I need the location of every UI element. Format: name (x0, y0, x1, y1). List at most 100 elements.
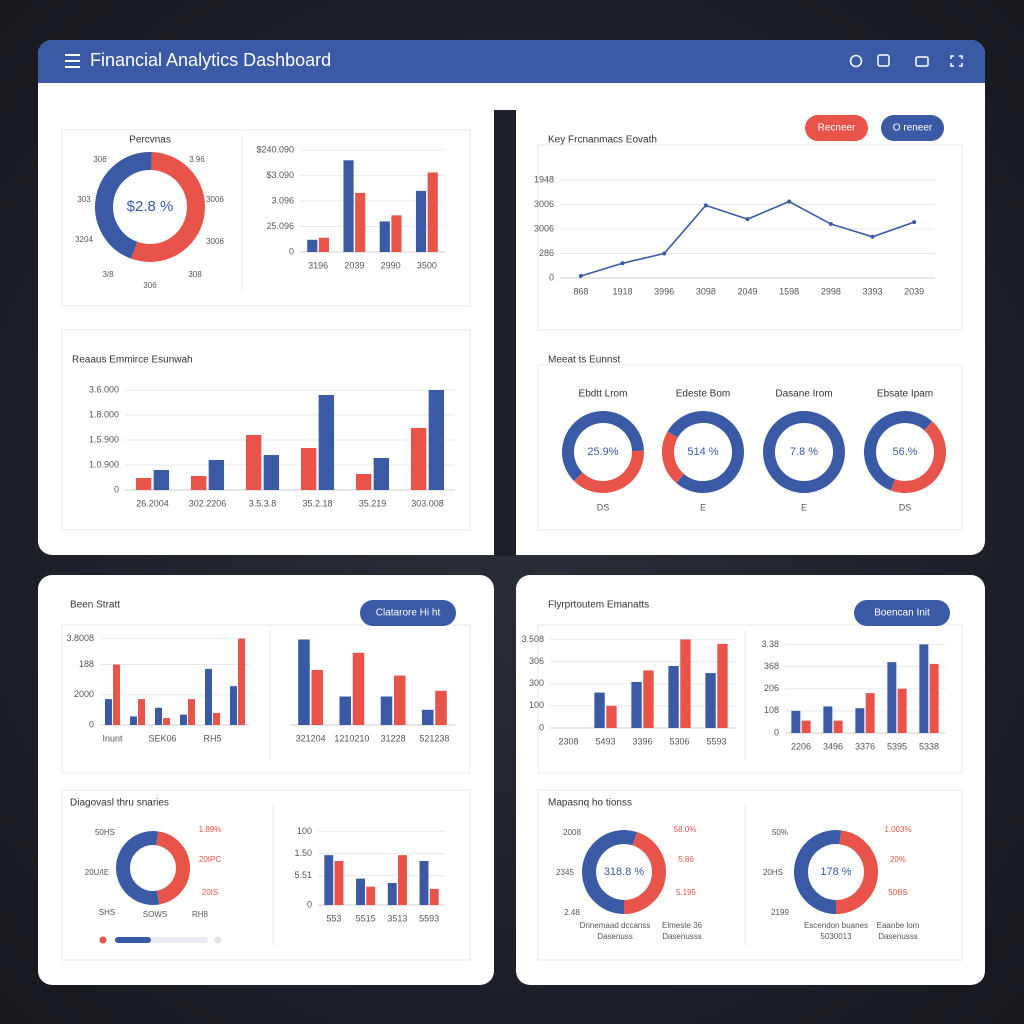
y-tick-label: 0 (774, 727, 779, 737)
y-tick-label: 0 (114, 484, 119, 494)
bar (188, 699, 196, 725)
donut-label: Dasenusss (878, 932, 918, 941)
y-tick-label: 0 (549, 272, 554, 282)
donut-center: 318.8 % (604, 866, 645, 878)
bar (865, 693, 875, 733)
bar (833, 720, 843, 733)
donut-label: Escendon buanes (804, 921, 868, 930)
donut-center: 25.9% (587, 446, 618, 458)
menu-icon[interactable] (65, 54, 80, 68)
bar (153, 470, 170, 490)
donut-label: 20HS (763, 868, 783, 877)
bar (208, 460, 225, 490)
bar (318, 237, 330, 252)
donut-center: 56.% (892, 446, 917, 458)
y-tick-label: 0 (539, 722, 544, 732)
section-title: Meeat ts Eunnst (548, 355, 620, 366)
donut-label: Elmeste 36 (662, 921, 703, 930)
line-point (870, 234, 875, 239)
bar (213, 712, 221, 725)
calendar-icon[interactable] (915, 56, 929, 67)
button[interactable] (854, 600, 950, 626)
bar (380, 696, 393, 725)
bar (791, 710, 801, 733)
bar (373, 458, 390, 490)
line-point (662, 251, 667, 256)
button-label[interactable]: Recneer (818, 123, 856, 134)
donut-segment (890, 421, 946, 493)
y-tick-label: 5.51 (294, 870, 312, 880)
bar (355, 192, 366, 252)
edit-icon[interactable] (877, 54, 890, 67)
y-tick-label: $240.090 (256, 144, 294, 154)
x-tick-label: 5593 (706, 736, 726, 746)
donut-label: SOWS (143, 910, 167, 919)
bar (428, 390, 445, 490)
donut-label: 1.89% (199, 825, 222, 834)
clock-icon[interactable] (849, 54, 863, 68)
bar (631, 681, 642, 728)
button-label[interactable]: O reneer (893, 123, 933, 134)
panel (537, 364, 963, 531)
x-tick-label: 3996 (654, 286, 674, 296)
donut-segment (574, 450, 644, 493)
button[interactable] (805, 115, 868, 141)
y-tick-label: $3.090 (266, 170, 294, 180)
donut-label: 2.48 (564, 908, 580, 917)
x-tick-label: 35.2.18 (302, 498, 332, 508)
y-tick-label: 3.096 (271, 195, 294, 205)
header-title: Financial Analytics Dashboard (90, 50, 331, 70)
bar (238, 638, 246, 725)
x-tick-label: SEK06 (148, 733, 176, 743)
bar (393, 675, 406, 725)
donut-segment (667, 411, 744, 493)
expand-icon[interactable] (950, 55, 963, 67)
bar (929, 663, 939, 733)
donut-caption: E (801, 502, 807, 512)
bar (190, 476, 207, 490)
bar (606, 705, 617, 728)
donut-segment (662, 431, 685, 484)
donut-label: 58.0% (674, 825, 697, 834)
bar (435, 690, 447, 725)
y-tick-label: 2000 (74, 689, 94, 699)
progress-dot (99, 936, 107, 944)
x-tick-label: 5395 (887, 741, 907, 751)
button[interactable] (360, 600, 456, 626)
x-tick-label: 3098 (696, 286, 716, 296)
y-tick-label: 108 (764, 705, 779, 715)
bar (427, 172, 438, 252)
x-tick-label: 2206 (791, 741, 811, 751)
line-point (703, 203, 708, 208)
line-point (578, 274, 583, 279)
bar (919, 644, 929, 733)
panel (537, 144, 963, 331)
donut-caption: E (700, 502, 706, 512)
x-tick-label: 553 (326, 913, 341, 923)
x-tick-label: 2990 (381, 260, 401, 270)
panel (537, 789, 963, 961)
bar (391, 215, 402, 252)
bar (179, 714, 187, 725)
button-label[interactable]: Clatarore Hi ht (376, 608, 441, 619)
bar (334, 861, 344, 905)
donut-segment (582, 830, 637, 914)
y-tick-label: 0 (307, 899, 312, 909)
bar (163, 718, 171, 725)
button-label[interactable]: Boencan Init (874, 608, 930, 619)
y-tick-label: 206 (764, 683, 779, 693)
donut-label: 20IS (202, 888, 218, 897)
donut-label: 2345 (556, 868, 574, 877)
bar (410, 428, 427, 490)
x-tick-label: 1598 (779, 286, 799, 296)
button[interactable] (881, 115, 944, 141)
bar (668, 666, 679, 728)
x-tick-label: 1210210 (334, 733, 369, 743)
donut-segment (95, 152, 152, 259)
x-tick-label: 302.2206 (189, 498, 227, 508)
y-tick-label: 0 (89, 719, 94, 729)
x-tick-label: 3376 (855, 741, 875, 751)
x-tick-label: 1918 (612, 286, 632, 296)
bar (138, 699, 146, 725)
section-title: Diagovasl thru snaries (70, 798, 169, 809)
